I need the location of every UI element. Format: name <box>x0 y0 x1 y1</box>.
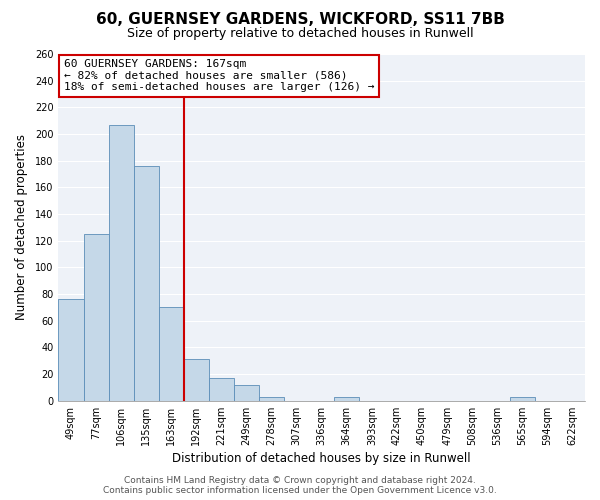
Bar <box>510 397 535 401</box>
Bar <box>234 385 259 401</box>
Y-axis label: Number of detached properties: Number of detached properties <box>15 134 28 320</box>
Bar <box>159 308 184 401</box>
Bar <box>334 397 359 401</box>
Text: 60, GUERNSEY GARDENS, WICKFORD, SS11 7BB: 60, GUERNSEY GARDENS, WICKFORD, SS11 7BB <box>95 12 505 28</box>
Bar <box>184 360 209 401</box>
Text: Size of property relative to detached houses in Runwell: Size of property relative to detached ho… <box>127 28 473 40</box>
Text: 60 GUERNSEY GARDENS: 167sqm
← 82% of detached houses are smaller (586)
18% of se: 60 GUERNSEY GARDENS: 167sqm ← 82% of det… <box>64 59 374 92</box>
Bar <box>259 397 284 401</box>
Bar <box>109 124 134 401</box>
Bar <box>134 166 159 401</box>
Text: Contains HM Land Registry data © Crown copyright and database right 2024.
Contai: Contains HM Land Registry data © Crown c… <box>103 476 497 495</box>
X-axis label: Distribution of detached houses by size in Runwell: Distribution of detached houses by size … <box>172 452 471 465</box>
Bar <box>83 234 109 401</box>
Bar <box>58 300 83 401</box>
Bar <box>209 378 234 401</box>
